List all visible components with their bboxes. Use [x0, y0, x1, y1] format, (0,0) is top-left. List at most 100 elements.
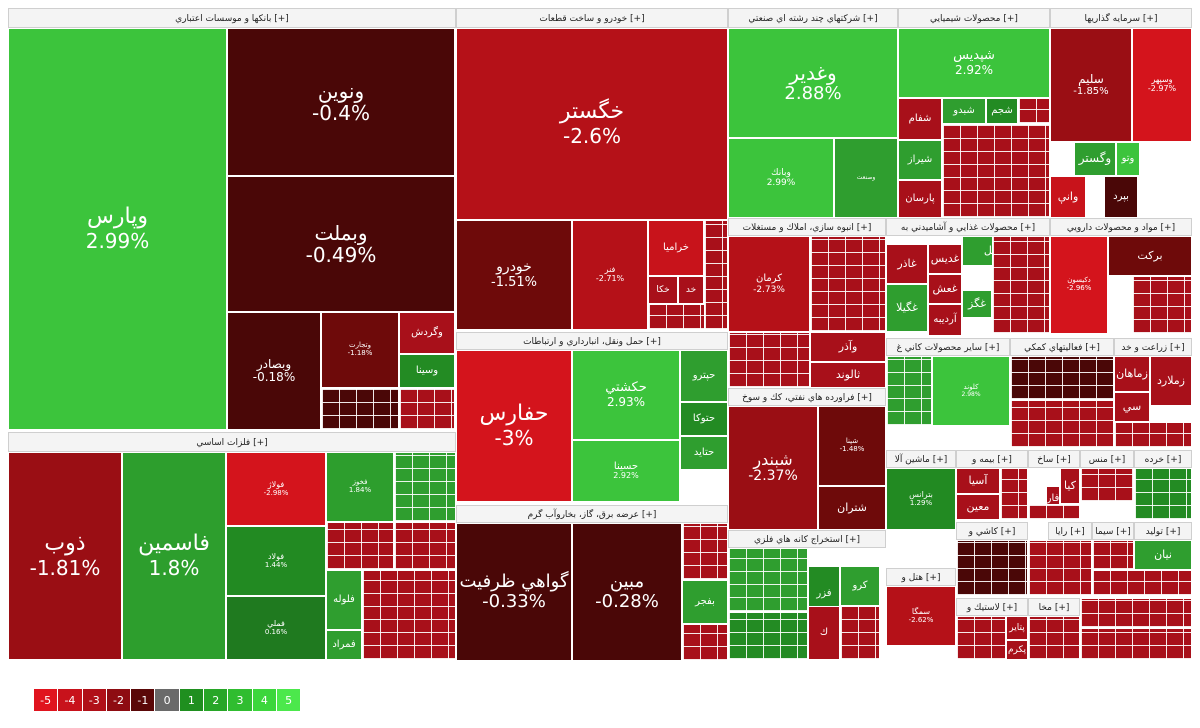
sector-header[interactable]: بيمه و [+]: [956, 450, 1028, 468]
sector-header[interactable]: بانکها و موسسات اعتباري [+]: [8, 8, 456, 28]
stock-tile[interactable]: بترانس 1.29%: [886, 468, 956, 530]
stock-tile[interactable]: سمگا -2.62%: [886, 586, 956, 646]
stock-tile[interactable]: وسينا: [399, 354, 455, 388]
stock-tile[interactable]: وبصادر -0.18%: [227, 312, 321, 430]
stock-tile[interactable]: فاسمين 1.8%: [122, 452, 226, 660]
stock-tile[interactable]: غعش: [928, 274, 962, 304]
stock-tile[interactable]: وغدير 2.88%: [728, 28, 898, 138]
stock-tile[interactable]: وگستر: [1074, 142, 1116, 176]
minor-stock-cells[interactable]: [1080, 468, 1134, 502]
sector-header[interactable]: فراورده هاي نفتي، كك و سوخ [+]: [728, 388, 886, 406]
minor-stock-cells[interactable]: [394, 522, 456, 570]
minor-stock-cells[interactable]: [992, 236, 1050, 334]
stock-tile[interactable]: شپنا -1.48%: [818, 406, 886, 486]
minor-stock-cells[interactable]: [1092, 570, 1192, 596]
minor-stock-cells[interactable]: [1092, 540, 1134, 570]
stock-tile[interactable]: وتو: [1116, 142, 1140, 176]
stock-tile[interactable]: شپديس 2.92%: [898, 28, 1050, 98]
stock-tile[interactable]: غاذر: [886, 244, 928, 284]
sector-header[interactable]: سيما [+]: [1092, 522, 1134, 540]
stock-tile[interactable]: كيا: [1060, 468, 1080, 504]
stock-tile[interactable]: شجم: [986, 98, 1018, 124]
sector-header[interactable]: محصولات غذايي و آشاميدني به [+]: [886, 218, 1050, 236]
sector-header[interactable]: سرمايه گذاريها [+]: [1050, 8, 1192, 28]
minor-stock-cells[interactable]: [1028, 540, 1092, 596]
sector-header[interactable]: مواد و محصولات دارويي [+]: [1050, 218, 1192, 236]
stock-tile[interactable]: خراميا: [648, 220, 704, 276]
stock-tile[interactable]: بركت: [1108, 236, 1192, 276]
minor-stock-cells[interactable]: [1114, 422, 1192, 448]
minor-stock-cells[interactable]: [1010, 356, 1114, 400]
stock-tile[interactable]: وصنعت: [834, 138, 898, 218]
minor-stock-cells[interactable]: [1080, 598, 1192, 628]
minor-stock-cells[interactable]: [1132, 276, 1192, 334]
sector-header[interactable]: ساير محصولات كاني غ [+]: [886, 338, 1010, 356]
sector-header[interactable]: محصولات شيميايي [+]: [898, 8, 1050, 28]
stock-tile[interactable]: خكا: [648, 276, 678, 304]
stock-tile[interactable]: فنر -2.71%: [572, 220, 648, 330]
stock-tile[interactable]: وانې: [1050, 176, 1086, 218]
minor-stock-cells[interactable]: [728, 332, 810, 388]
stock-tile[interactable]: فلوله: [326, 570, 362, 630]
sector-header[interactable]: عرضه برق، گاز، بخاروآب گرم [+]: [456, 505, 728, 523]
stock-tile[interactable]: وگردش: [399, 312, 455, 354]
stock-tile[interactable]: وپارس 2.99%: [8, 28, 227, 430]
stock-tile[interactable]: سليم -1.85%: [1050, 28, 1132, 142]
sector-header[interactable]: لاستيك و [+]: [956, 598, 1028, 616]
minor-stock-cells[interactable]: [1010, 400, 1114, 448]
stock-tile[interactable]: معين: [956, 494, 1000, 520]
stock-tile[interactable]: كرمان -2.73%: [728, 236, 810, 332]
sector-header[interactable]: خودرو و ساخت قطعات [+]: [456, 8, 728, 28]
stock-tile[interactable]: بپرد: [1104, 176, 1138, 218]
stock-tile[interactable]: شبدو: [942, 98, 986, 124]
minor-stock-cells[interactable]: [1018, 98, 1050, 124]
minor-stock-cells[interactable]: [704, 220, 728, 330]
sector-header[interactable]: زراعت و خد [+]: [1114, 338, 1192, 356]
stock-tile[interactable]: شبندر -2.37%: [728, 406, 818, 530]
sector-header[interactable]: مخا [+]: [1028, 598, 1080, 616]
minor-stock-cells[interactable]: [682, 624, 728, 661]
stock-tile[interactable]: پارسان: [898, 180, 942, 218]
stock-tile[interactable]: وبانك 2.99%: [728, 138, 834, 218]
minor-stock-cells[interactable]: [321, 388, 399, 430]
minor-stock-cells[interactable]: [682, 523, 728, 580]
minor-stock-cells[interactable]: [1134, 468, 1192, 520]
stock-tile[interactable]: خودرو -1.51%: [456, 220, 572, 330]
minor-stock-cells[interactable]: [728, 612, 808, 660]
stock-tile[interactable]: فملي 0.16%: [226, 596, 326, 660]
stock-tile[interactable]: گواهي ظرفيت -0.33%: [456, 523, 572, 661]
stock-tile[interactable]: وآذر: [810, 332, 886, 362]
stock-tile[interactable]: زملارد: [1150, 356, 1192, 406]
minor-stock-cells[interactable]: [840, 606, 880, 660]
stock-tile[interactable]: كلوند 2.98%: [932, 356, 1010, 426]
stock-tile[interactable]: دكيسون -2.96%: [1050, 236, 1108, 334]
stock-tile[interactable]: شتران: [818, 486, 886, 530]
minor-stock-cells[interactable]: [942, 124, 1050, 218]
stock-tile[interactable]: ذوب -1.81%: [8, 452, 122, 660]
stock-tile[interactable]: ك: [808, 606, 840, 660]
stock-tile[interactable]: فولاژ -2.98%: [226, 452, 326, 526]
stock-tile[interactable]: غگيلا: [886, 284, 928, 332]
sector-header[interactable]: فلزات اساسي [+]: [8, 432, 456, 452]
stock-tile[interactable]: حتايد: [680, 436, 728, 470]
minor-stock-cells[interactable]: [956, 616, 1006, 660]
minor-stock-cells[interactable]: [956, 540, 1028, 596]
stock-tile[interactable]: زماهان: [1114, 356, 1150, 392]
stock-tile[interactable]: ثالوند: [810, 362, 886, 388]
stock-tile[interactable]: شيراز: [898, 140, 942, 180]
stock-tile[interactable]: غگز: [962, 290, 992, 318]
stock-tile[interactable]: حکشتي 2.93%: [572, 350, 680, 440]
stock-tile[interactable]: حتوكا: [680, 402, 728, 436]
stock-tile[interactable]: حسينا 2.92%: [572, 440, 680, 502]
stock-tile[interactable]: مبين -0.28%: [572, 523, 682, 661]
stock-tile[interactable]: وتجارت -1.18%: [321, 312, 399, 388]
stock-tile[interactable]: شفام: [898, 98, 942, 140]
stock-tile[interactable]: پكرم: [1006, 640, 1028, 660]
sector-header[interactable]: ماشين آلا [+]: [886, 450, 956, 468]
minor-stock-cells[interactable]: [728, 548, 808, 612]
minor-stock-cells[interactable]: [394, 452, 456, 522]
sector-header[interactable]: هتل و [+]: [886, 568, 956, 586]
sector-header[interactable]: كاشي و [+]: [956, 522, 1028, 540]
stock-tile[interactable]: آرديبه: [928, 304, 962, 336]
minor-stock-cells[interactable]: [1028, 504, 1080, 520]
